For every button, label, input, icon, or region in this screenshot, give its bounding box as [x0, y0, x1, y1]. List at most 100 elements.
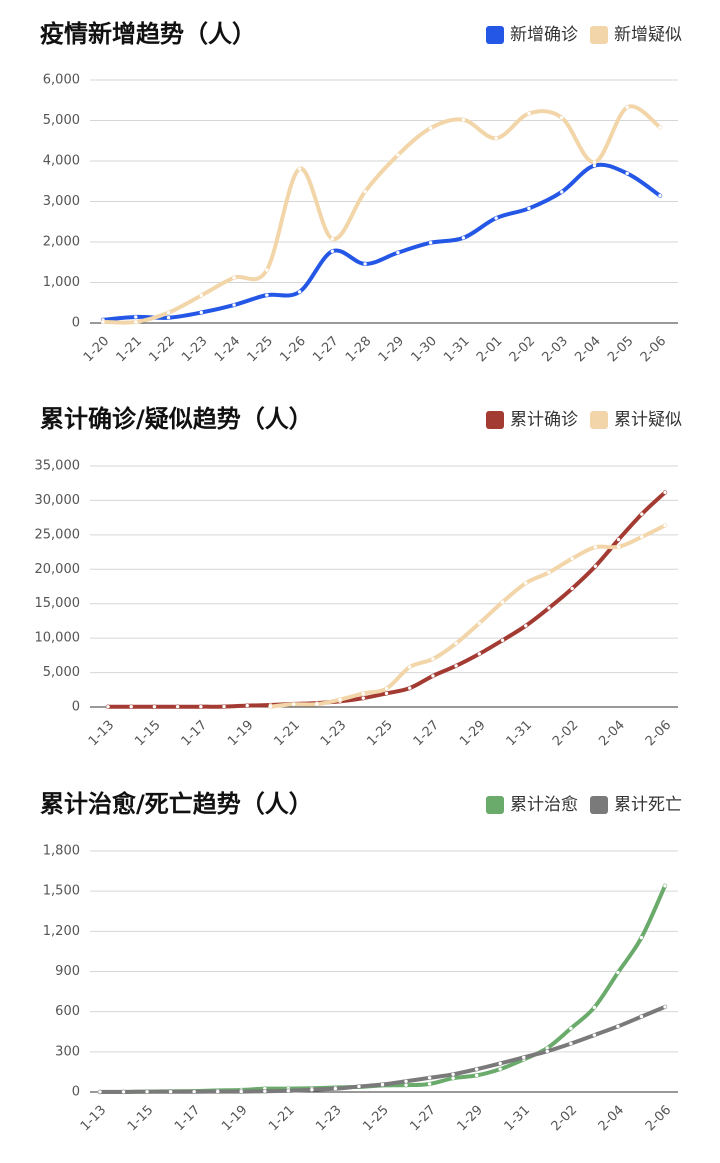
- x-tick-label: 1-24: [212, 334, 243, 365]
- x-tick-label: 1-19: [219, 1103, 250, 1134]
- data-point: [546, 605, 552, 611]
- data-point: [356, 1084, 362, 1089]
- x-tick-label: 1-20: [81, 334, 112, 365]
- data-point: [450, 1075, 456, 1081]
- data-point: [407, 685, 412, 691]
- x-tick-label: 1-17: [172, 1103, 203, 1134]
- data-point: [245, 703, 250, 708]
- x-tick-label: 1-27: [310, 334, 341, 365]
- data-point: [568, 1026, 574, 1031]
- x-tick-label: 1-28: [343, 334, 374, 365]
- data-point: [593, 564, 598, 569]
- legend-swatch: [486, 411, 504, 429]
- data-point: [592, 159, 597, 165]
- legend-label: 累计死亡: [614, 795, 682, 815]
- data-point: [639, 935, 644, 940]
- data-point: [639, 534, 645, 540]
- data-point: [215, 1089, 220, 1094]
- data-point: [362, 189, 368, 194]
- data-point: [231, 275, 237, 280]
- line-chart: 累计治愈/死亡趋势（人） 累计死亡 累计治愈 0 300 600 900 1,200 1,500…: [40, 790, 682, 1134]
- x-tick-label: 2-01: [474, 334, 505, 365]
- x-tick-label: 1-17: [179, 718, 210, 749]
- x-tick-label: 1-25: [360, 1103, 391, 1134]
- data-point: [662, 883, 668, 889]
- data-point: [477, 651, 482, 657]
- data-point: [333, 1086, 338, 1091]
- data-point: [268, 704, 273, 709]
- x-tick-label: 2-06: [638, 334, 669, 365]
- x-tick-label: 2-06: [643, 1103, 674, 1134]
- data-point: [662, 1004, 668, 1010]
- y-tick-label: 5,000: [43, 665, 80, 680]
- x-tick-label: 2-02: [549, 1103, 580, 1134]
- x-tick-label: 1-22: [146, 334, 177, 365]
- y-tick-label: 4,000: [43, 154, 80, 169]
- y-tick-label: 0: [72, 700, 80, 715]
- data-point: [362, 261, 368, 267]
- x-tick-label: 1-15: [132, 718, 163, 749]
- data-point: [657, 193, 663, 198]
- x-tick-label: 2-05: [605, 334, 636, 365]
- data-point: [166, 310, 171, 315]
- x-tick-label: 1-26: [277, 334, 308, 365]
- data-point: [569, 586, 575, 591]
- x-tick-label: 1-21: [114, 334, 145, 365]
- data-point: [592, 1032, 597, 1038]
- x-tick-label: 1-13: [86, 718, 117, 749]
- data-point: [166, 315, 171, 320]
- y-tick-label: 1,200: [43, 924, 80, 939]
- y-tick-label: 30,000: [35, 493, 81, 508]
- data-point: [330, 249, 335, 254]
- data-point: [199, 293, 204, 298]
- data-point: [97, 1089, 103, 1095]
- x-tick-label: 1-19: [225, 718, 256, 749]
- data-point: [662, 523, 668, 528]
- data-point: [497, 1061, 503, 1066]
- data-point: [427, 1075, 432, 1081]
- y-tick-label: 20,000: [35, 562, 81, 577]
- x-tick-label: 2-02: [507, 334, 538, 365]
- y-tick-label: 0: [72, 1085, 80, 1100]
- y-tick-label: 3,000: [43, 194, 80, 209]
- data-point: [337, 697, 343, 702]
- data-point: [657, 125, 663, 130]
- x-tick-label: 2-04: [572, 334, 603, 365]
- data-point: [403, 1082, 409, 1088]
- x-tick-label: 1-29: [376, 334, 407, 365]
- legend-swatch: [486, 26, 504, 44]
- y-tick-label: 35,000: [35, 459, 81, 474]
- data-point: [314, 702, 320, 707]
- y-tick-label: 15,000: [35, 596, 81, 611]
- line-chart: 疫情新增趋势（人） 新增疑似 新增确诊 0 1,000 2,000 3,000 4,000 5,…: [40, 20, 682, 365]
- data-point: [133, 314, 139, 320]
- data-point: [559, 115, 564, 120]
- x-tick-label: 1-31: [441, 334, 472, 365]
- data-point: [403, 1079, 409, 1084]
- data-point: [384, 691, 389, 696]
- line-chart: 累计确诊/疑似趋势（人） 累计疑似 累计确诊 0 5,000 10,000 15,000 20…: [35, 405, 683, 749]
- x-tick-label: 1-25: [245, 334, 276, 365]
- data-point: [559, 189, 564, 195]
- x-tick-label: 2-04: [596, 1103, 627, 1134]
- legend-swatch: [486, 796, 504, 814]
- x-tick-label: 1-21: [266, 1103, 297, 1134]
- data-point: [453, 641, 459, 646]
- x-tick-label: 1-29: [457, 718, 488, 749]
- x-tick-label: 1-25: [364, 718, 395, 749]
- data-point: [474, 1066, 479, 1072]
- data-point: [546, 570, 552, 575]
- x-tick-label: 1-13: [78, 1103, 109, 1134]
- data-point: [523, 623, 528, 629]
- data-point: [231, 302, 237, 308]
- legend-label: 累计治愈: [510, 795, 578, 815]
- data-point: [461, 235, 466, 241]
- data-point: [297, 289, 302, 295]
- data-point: [128, 704, 134, 709]
- y-tick-label: 5,000: [43, 113, 80, 128]
- data-point: [500, 599, 505, 605]
- y-tick-label: 1,800: [43, 844, 80, 859]
- legend-label: 新增确诊: [510, 25, 578, 45]
